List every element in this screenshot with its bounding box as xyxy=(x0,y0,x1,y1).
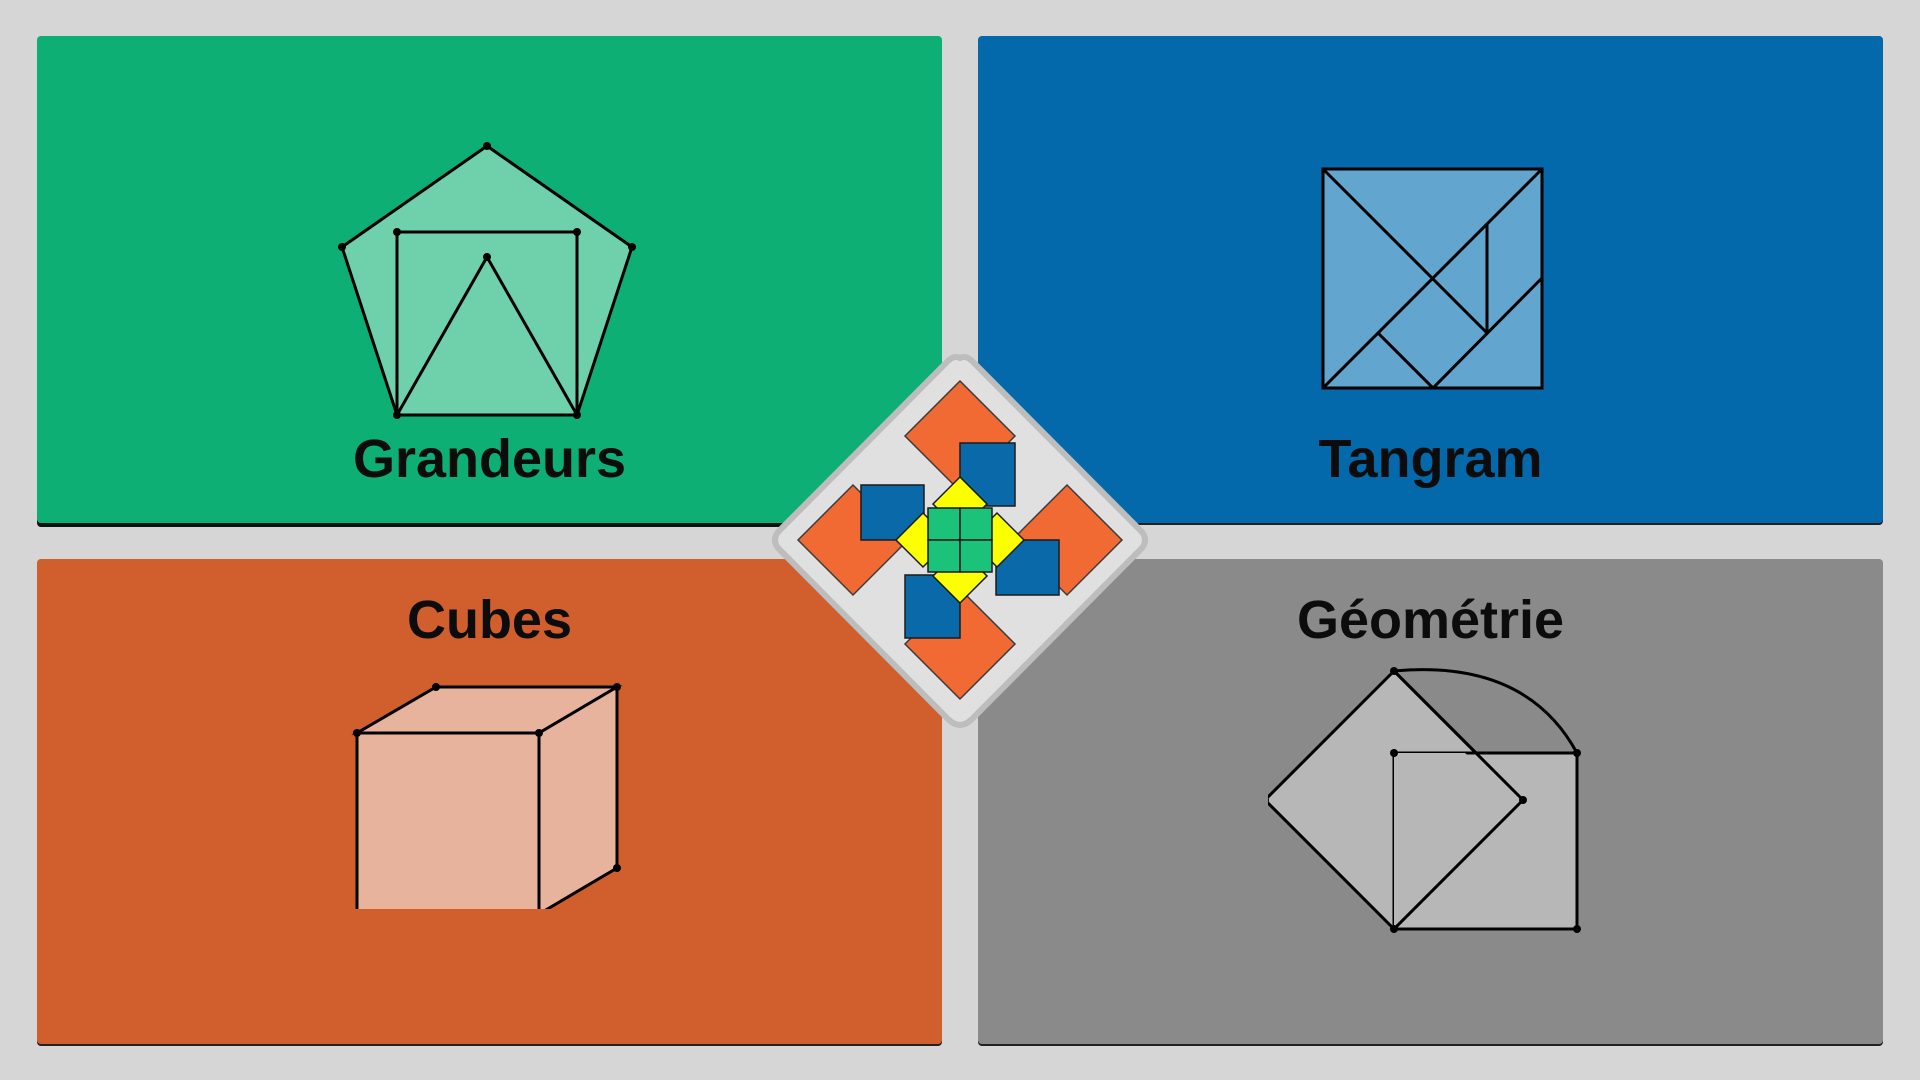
tile-label-cubes: Cubes xyxy=(406,590,573,650)
rotated-squares-arc-icon xyxy=(1268,667,1581,933)
pinwheel-logo-icon[interactable] xyxy=(770,353,1150,728)
tile-label-geometrie: Géométrie xyxy=(1296,590,1565,650)
tangram-square-icon xyxy=(1321,167,1544,390)
tile-tangram[interactable]: Tangram xyxy=(978,36,1883,523)
cube-icon xyxy=(351,683,623,909)
tile-cubes[interactable]: Cubes xyxy=(37,559,942,1044)
pentagon-square-triangle-icon xyxy=(338,142,636,419)
tile-geometrie[interactable]: Géométrie xyxy=(978,559,1883,1044)
tile-label-grandeurs: Grandeurs xyxy=(352,429,627,489)
tile-grandeurs[interactable]: Grandeurs xyxy=(37,36,942,523)
tile-label-tangram: Tangram xyxy=(1318,429,1543,489)
